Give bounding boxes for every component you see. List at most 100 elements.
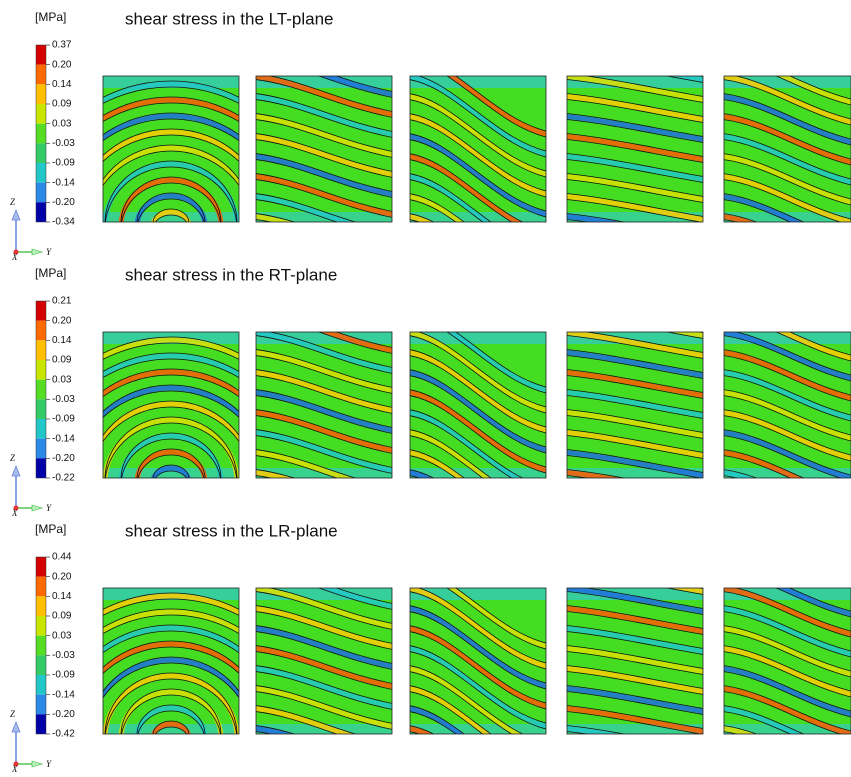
growth-ring-line — [724, 389, 851, 436]
growth-ring-line — [697, 588, 703, 589]
growth-ring-band — [567, 666, 703, 695]
image-frame — [255, 587, 393, 735]
growth-ring-band — [567, 646, 703, 675]
unit-label: [MPa] — [35, 522, 66, 536]
colorbar-label: 0.20 — [52, 571, 72, 582]
growth-ring-line — [410, 179, 484, 222]
growth-ring-band — [256, 626, 392, 669]
growth-ring-band — [410, 76, 546, 157]
colorbar-label: -0.09 — [52, 158, 75, 169]
growth-ring-line — [567, 435, 703, 459]
colorbar-label: 0.14 — [52, 335, 72, 346]
colorbar-frame — [35, 300, 47, 479]
growth-ring-band — [410, 450, 465, 478]
image-frame — [255, 75, 393, 223]
growth-ring-line — [137, 454, 205, 478]
colorbar-segment — [36, 45, 46, 65]
growth-ring-line — [256, 665, 392, 704]
growth-ring-line — [724, 133, 851, 180]
colorbar-label: 0.21 — [52, 296, 72, 307]
image-frame — [102, 331, 240, 479]
growth-ring-line — [567, 731, 590, 734]
growth-ring-line — [103, 144, 239, 181]
growth-ring-band — [103, 625, 239, 653]
growth-ring-line — [103, 662, 239, 699]
growth-ring-line — [103, 86, 239, 104]
growth-ring-band — [256, 332, 392, 373]
axis-label: Z — [10, 453, 16, 463]
growth-ring-band — [567, 606, 703, 635]
growth-ring-band — [724, 450, 803, 478]
growth-ring-band — [410, 646, 546, 729]
colorbar-frame — [35, 44, 47, 223]
axis-label: Y — [46, 759, 52, 769]
growth-ring-band — [724, 390, 851, 441]
growth-ring-band — [724, 332, 851, 381]
growth-ring-band — [410, 588, 546, 669]
growth-ring-line — [724, 99, 851, 146]
growth-ring-line — [665, 332, 703, 339]
growth-ring-line — [104, 160, 238, 222]
growth-ring-line — [256, 625, 392, 664]
image-frame — [723, 75, 851, 223]
growth-ring-line — [410, 731, 420, 734]
growth-ring-line — [103, 352, 239, 373]
growth-ring-line — [256, 153, 392, 192]
contour-image — [103, 588, 239, 734]
image-frame — [566, 331, 704, 479]
growth-ring-line — [410, 375, 546, 454]
growth-ring-line — [137, 198, 205, 222]
growth-ring-band — [319, 332, 392, 353]
growth-ring-line — [410, 605, 546, 684]
growth-ring-line — [103, 624, 239, 648]
growth-ring-line — [567, 665, 703, 689]
image-frame — [566, 587, 704, 735]
growth-ring-band — [567, 114, 703, 143]
growth-ring-band — [410, 134, 546, 217]
panel-title: shear stress in the LT-plane — [125, 9, 334, 28]
growth-ring-line — [417, 588, 546, 664]
growth-ring-band — [319, 76, 392, 97]
colorbar-label: -0.14 — [52, 433, 75, 444]
colorbar-segment — [36, 340, 46, 360]
growth-ring-line — [256, 389, 392, 428]
growth-ring-line — [152, 464, 190, 478]
growth-ring-line — [317, 588, 392, 610]
growth-ring-line — [567, 651, 703, 675]
growth-ring-band — [410, 470, 433, 478]
growth-ring-band — [256, 214, 293, 222]
growth-ring-band — [256, 154, 392, 197]
growth-ring-line — [155, 470, 187, 478]
colorbar-label: 0.44 — [52, 552, 72, 563]
growth-ring-line — [256, 475, 273, 478]
growth-ring-line — [136, 704, 206, 734]
growth-ring-band — [724, 588, 851, 637]
colorbar-segment — [36, 84, 46, 104]
growth-ring-line — [724, 645, 851, 692]
growth-ring-line — [724, 415, 851, 462]
growth-ring-band — [410, 332, 546, 413]
growth-ring-band — [724, 370, 851, 421]
growth-ring-line — [256, 631, 392, 670]
growth-ring-band — [567, 76, 703, 103]
growth-ring-line — [103, 368, 239, 392]
growth-ring-band — [410, 350, 546, 433]
growth-ring-line — [256, 731, 273, 734]
axis-origin — [13, 761, 19, 767]
growth-ring-line — [103, 336, 239, 354]
growth-ring-line — [410, 409, 524, 478]
growth-ring-line — [724, 691, 842, 734]
growth-ring-band — [669, 76, 703, 83]
growth-ring-band — [567, 588, 703, 615]
growth-ring-line — [567, 119, 703, 143]
panel: [MPa] shear stress in the RT-plane 0.21 0.2… — [10, 265, 851, 518]
growth-ring-line — [724, 591, 851, 638]
growth-ring-line — [724, 435, 842, 478]
growth-ring-line — [103, 406, 239, 443]
growth-ring-band — [724, 706, 803, 734]
colorbar-segment — [36, 458, 46, 478]
growth-ring-band — [410, 94, 546, 177]
growth-ring-line — [256, 199, 338, 222]
growth-ring-line — [103, 614, 239, 635]
growth-ring-line — [103, 358, 239, 379]
